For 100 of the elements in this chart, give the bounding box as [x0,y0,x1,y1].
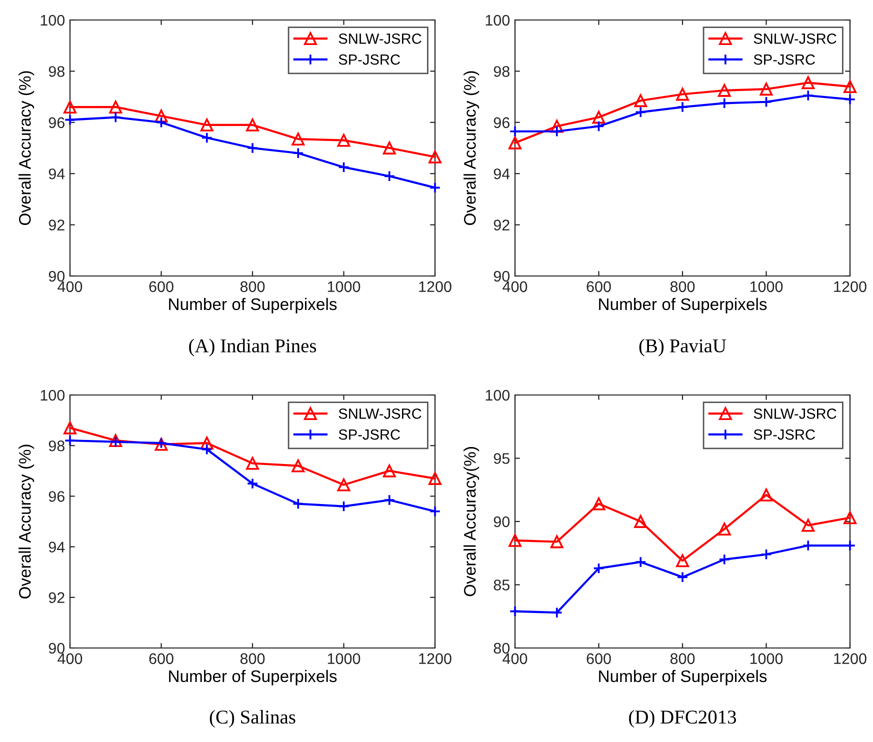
point [634,106,646,118]
point [676,571,688,583]
y-tick-label: 92 [494,220,510,230]
point [292,147,304,159]
point [718,522,731,536]
point [634,94,648,108]
y-tick-label: 80 [494,642,510,654]
point [551,126,563,138]
y-tick-label: 90 [494,516,510,528]
point [592,562,605,574]
point [676,554,689,568]
point [338,500,350,512]
x-tick-label: 600 [149,281,174,292]
y-tick-label: 98 [48,66,64,77]
y-tick-label: 100 [40,14,65,26]
x-tick-label: 600 [149,653,174,664]
point [760,548,772,560]
point [509,606,521,618]
x-tick-label: 1200 [419,281,452,292]
point [246,118,259,132]
x-tick-label: 400 [58,281,82,292]
point [382,142,396,154]
x-tick-label: 1000 [750,281,783,292]
point [64,100,76,114]
legend-label: SP-JSRC [754,429,815,440]
y-tick-label: 96 [48,117,64,128]
point [844,94,856,106]
x-tick-label: 800 [240,281,265,292]
point [802,76,815,90]
point [428,150,442,164]
point [676,101,688,113]
point [292,132,305,146]
text: (D) DFC2013 [629,710,736,728]
x-tick-label: 1000 [750,653,783,664]
y-tick-label: 98 [48,440,64,452]
x-tick-label: 400 [502,281,528,292]
point [64,421,76,434]
point [844,80,856,94]
point [384,494,396,506]
x-tick-label: 800 [670,281,695,292]
point [592,497,606,510]
point [508,534,522,547]
point [676,88,689,101]
x-axis-title: Number of Superpixels [169,298,337,314]
x-tick-label: 1000 [328,281,360,292]
legend-label: SP-JSRC [338,54,400,65]
text: (B) PaviaU [639,338,726,356]
y-tick-label: 100 [486,14,510,26]
point [200,118,214,132]
point [760,82,773,96]
legend-label: SNLW-JSRC [338,34,422,44]
point [154,110,168,122]
x-axis-title: Number of Superpixels [169,670,337,686]
x-tick-label: 400 [502,653,528,664]
point [429,506,441,518]
y-tick-label: 94 [48,542,65,552]
point [201,132,213,144]
y-tick-label: 90 [48,642,65,654]
point [634,515,648,528]
point [802,90,814,102]
x-tick-label: 1000 [328,653,360,664]
point [802,518,815,532]
point [428,472,442,485]
x-tick-label: 800 [240,653,265,664]
point [64,114,76,126]
point [201,444,213,456]
text: (A) Indian Pines [189,338,316,356]
point [592,110,606,124]
y-tick-label: 98 [494,66,510,77]
legend-label: SNLW-JSRC [754,408,836,419]
x-tick-label: 600 [586,281,611,292]
y-tick-label: 96 [494,117,510,128]
point [508,136,522,150]
point [550,535,564,548]
x-axis-title: Number of Superpixels [599,298,767,314]
point [292,459,305,472]
point [718,84,731,97]
text: (C) Salinas [210,710,296,728]
x-tick-label: 1200 [834,281,866,292]
point [718,97,730,109]
point [844,511,856,524]
point [429,182,441,194]
x-tick-label: 1200 [419,653,452,664]
point [337,478,350,492]
point [634,556,646,568]
point [110,112,122,124]
point [760,96,772,108]
point [382,464,396,478]
y-axis-title: Overall Accuracy (%) [464,71,480,226]
y-axis-title: Overall Accuracy (%) [18,71,34,226]
point [246,456,259,470]
point [292,498,304,510]
point [338,161,350,173]
point [384,170,396,182]
y-tick-label: 95 [494,453,510,464]
y-tick-label: 94 [48,168,65,180]
y-tick-label: 94 [494,168,510,180]
point [592,120,605,132]
x-tick-label: 800 [670,653,695,664]
x-tick-label: 400 [58,653,82,664]
